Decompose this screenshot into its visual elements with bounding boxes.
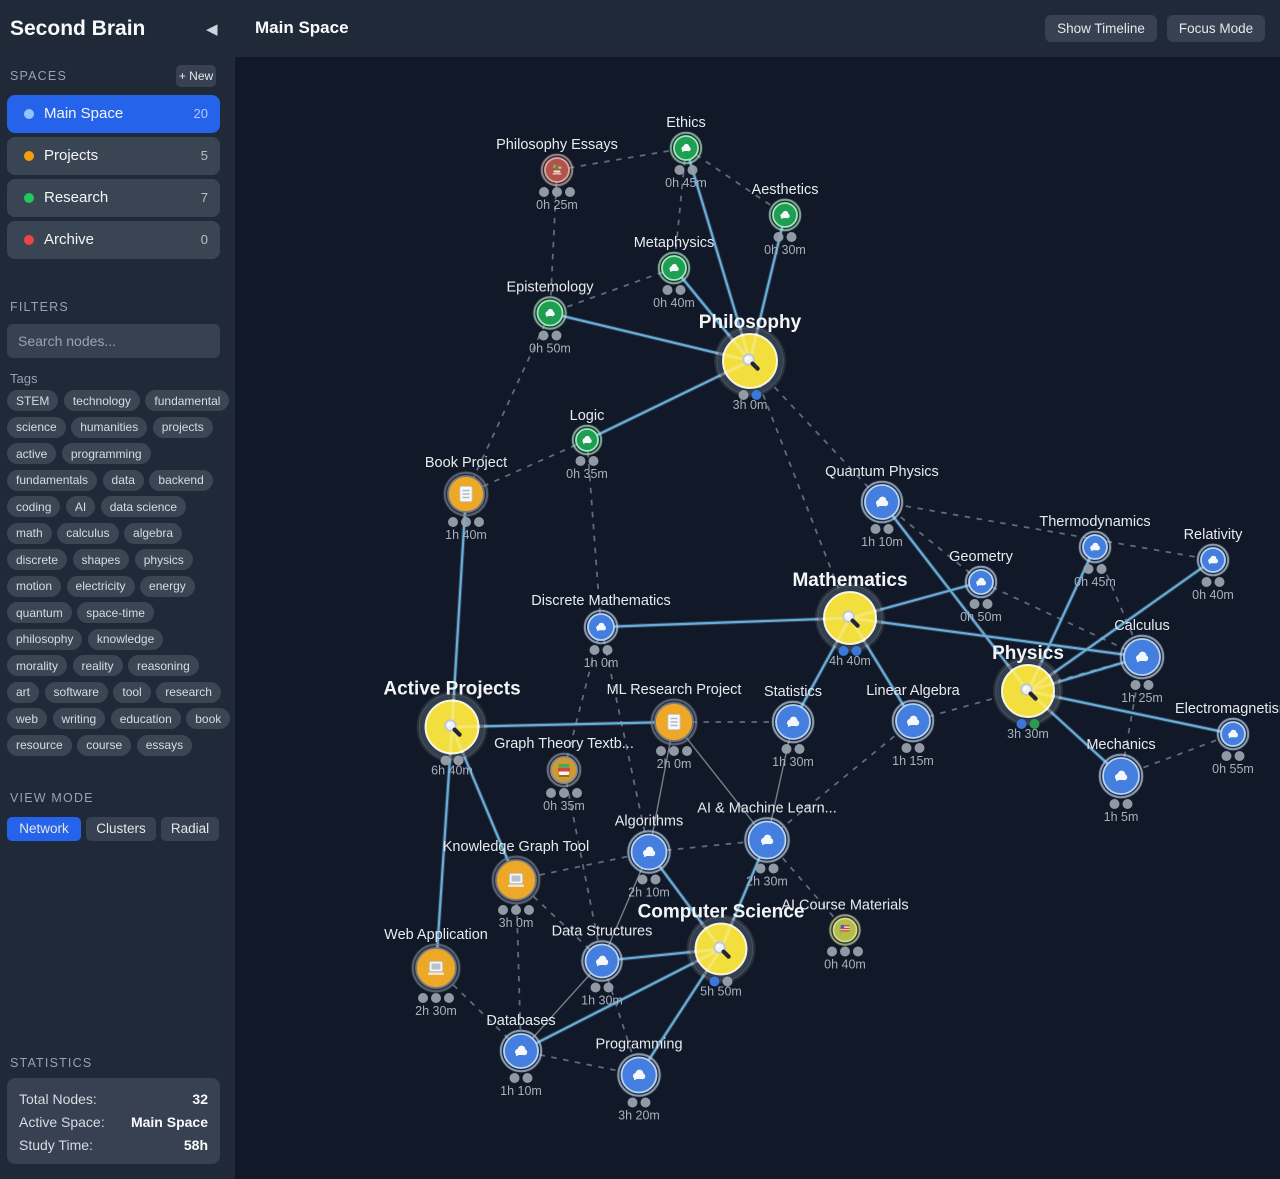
svg-text:Statistics: Statistics	[764, 684, 822, 700]
svg-text:1h 30m: 1h 30m	[772, 755, 814, 769]
svg-text:Physics: Physics	[992, 643, 1064, 664]
svg-text:0h 50m: 0h 50m	[529, 342, 571, 356]
svg-text:0h 50m: 0h 50m	[960, 610, 1002, 624]
svg-text:ML Research Project: ML Research Project	[607, 682, 742, 698]
svg-text:Web Application: Web Application	[384, 927, 488, 943]
svg-text:Logic: Logic	[570, 408, 605, 424]
svg-text:2h 0m: 2h 0m	[657, 757, 692, 771]
svg-text:3h 0m: 3h 0m	[499, 916, 534, 930]
svg-text:0h 55m: 0h 55m	[1212, 762, 1254, 776]
svg-text:4h 40m: 4h 40m	[829, 654, 871, 668]
svg-text:0h 35m: 0h 35m	[543, 799, 585, 813]
svg-text:1h 0m: 1h 0m	[584, 656, 619, 670]
svg-text:Aesthetics: Aesthetics	[752, 182, 819, 198]
svg-text:Book Project: Book Project	[425, 455, 507, 471]
svg-text:Calculus: Calculus	[1114, 618, 1170, 634]
svg-text:2h 30m: 2h 30m	[415, 1004, 457, 1018]
svg-text:Thermodynamics: Thermodynamics	[1039, 514, 1150, 530]
svg-text:1h 40m: 1h 40m	[445, 528, 487, 542]
svg-text:Electromagnetism: Electromagnetism	[1175, 701, 1280, 717]
svg-text:0h 40m: 0h 40m	[824, 958, 866, 972]
svg-text:1h 30m: 1h 30m	[581, 994, 623, 1008]
svg-text:3h 0m: 3h 0m	[733, 398, 768, 412]
svg-text:Databases: Databases	[486, 1013, 555, 1029]
svg-text:Knowledge Graph Tool: Knowledge Graph Tool	[443, 839, 589, 855]
svg-text:0h 35m: 0h 35m	[566, 467, 608, 481]
svg-text:1h 25m: 1h 25m	[1121, 691, 1163, 705]
svg-text:Algorithms: Algorithms	[615, 814, 684, 830]
svg-text:3h 20m: 3h 20m	[618, 1109, 660, 1123]
svg-text:1h 10m: 1h 10m	[500, 1084, 542, 1098]
svg-text:3h 30m: 3h 30m	[1007, 727, 1049, 741]
svg-text:0h 40m: 0h 40m	[1192, 588, 1234, 602]
svg-text:Active Projects: Active Projects	[383, 679, 520, 700]
svg-text:2h 10m: 2h 10m	[628, 886, 670, 900]
svg-text:Programming: Programming	[595, 1037, 682, 1053]
svg-text:Geometry: Geometry	[949, 549, 1013, 565]
svg-text:0h 25m: 0h 25m	[536, 198, 578, 212]
svg-text:2h 30m: 2h 30m	[746, 875, 788, 889]
svg-text:Mathematics: Mathematics	[792, 570, 907, 591]
svg-text:Ethics: Ethics	[666, 115, 706, 131]
svg-text:AI Course Materials: AI Course Materials	[781, 898, 908, 914]
svg-text:Metaphysics: Metaphysics	[634, 235, 715, 251]
svg-text:Mechanics: Mechanics	[1086, 737, 1155, 753]
svg-text:0h 30m: 0h 30m	[764, 243, 806, 257]
svg-text:0h 40m: 0h 40m	[653, 296, 695, 310]
svg-text:Epistemology: Epistemology	[506, 280, 594, 296]
svg-text:1h 10m: 1h 10m	[861, 535, 903, 549]
svg-text:Quantum Physics: Quantum Physics	[825, 464, 939, 480]
svg-text:Computer Science: Computer Science	[638, 902, 805, 923]
svg-text:5h 50m: 5h 50m	[700, 985, 742, 999]
svg-text:6h 40m: 6h 40m	[431, 764, 473, 778]
svg-text:1h 15m: 1h 15m	[892, 754, 934, 768]
svg-text:1h 5m: 1h 5m	[1104, 810, 1139, 824]
svg-text:0h 45m: 0h 45m	[1074, 575, 1116, 589]
svg-text:AI & Machine Learn...: AI & Machine Learn...	[697, 801, 836, 817]
svg-text:Linear Algebra: Linear Algebra	[866, 683, 960, 699]
svg-text:Discrete Mathematics: Discrete Mathematics	[531, 593, 670, 609]
svg-text:0h 45m: 0h 45m	[665, 176, 707, 190]
svg-text:Graph Theory Textb...: Graph Theory Textb...	[494, 736, 634, 752]
svg-text:Data Structures: Data Structures	[552, 924, 653, 940]
svg-text:Philosophy Essays: Philosophy Essays	[496, 137, 618, 153]
svg-text:Relativity: Relativity	[1184, 527, 1244, 543]
svg-text:Philosophy: Philosophy	[699, 312, 802, 333]
